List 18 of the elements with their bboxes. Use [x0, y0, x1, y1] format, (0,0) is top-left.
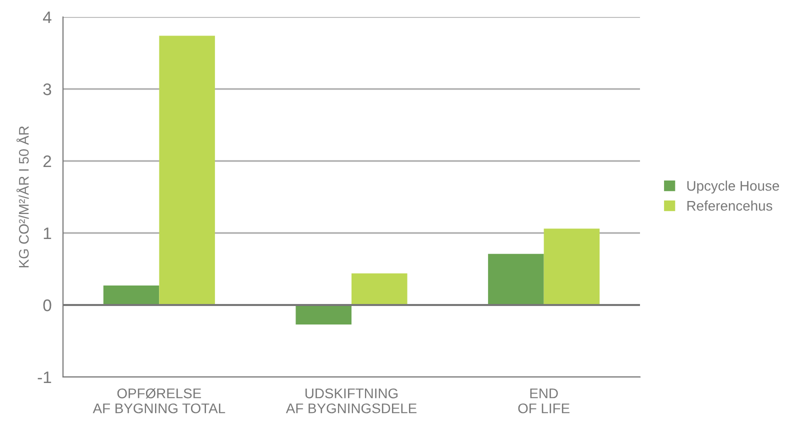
y-axis-title: KG CO²/M²/ÅR I 50 ÅR: [16, 126, 29, 268]
y-tick-label: 4: [43, 12, 52, 24]
y-tick-label: 2: [43, 155, 52, 168]
y-tick-label: -1: [38, 372, 52, 384]
bar: [352, 273, 408, 305]
legend-label: Referencehus: [687, 200, 772, 211]
y-tick-label: 1: [44, 228, 52, 240]
bar: [103, 286, 160, 305]
x-tick-label: OPFØRELSE AF BYGNING TOTAL: [92, 388, 226, 414]
bar: [296, 305, 352, 324]
bar: [488, 254, 544, 305]
y-tick-label: 3: [43, 83, 52, 96]
legend-label: Upcycle House: [687, 180, 780, 194]
bar: [159, 36, 215, 305]
bar: [544, 228, 600, 305]
x-tick-label: UDSKIFTNING AF BYGNINGSDELE: [286, 388, 417, 414]
x-tick-label: END OF LIFE: [518, 388, 570, 414]
y-tick-label: 0: [43, 299, 52, 312]
